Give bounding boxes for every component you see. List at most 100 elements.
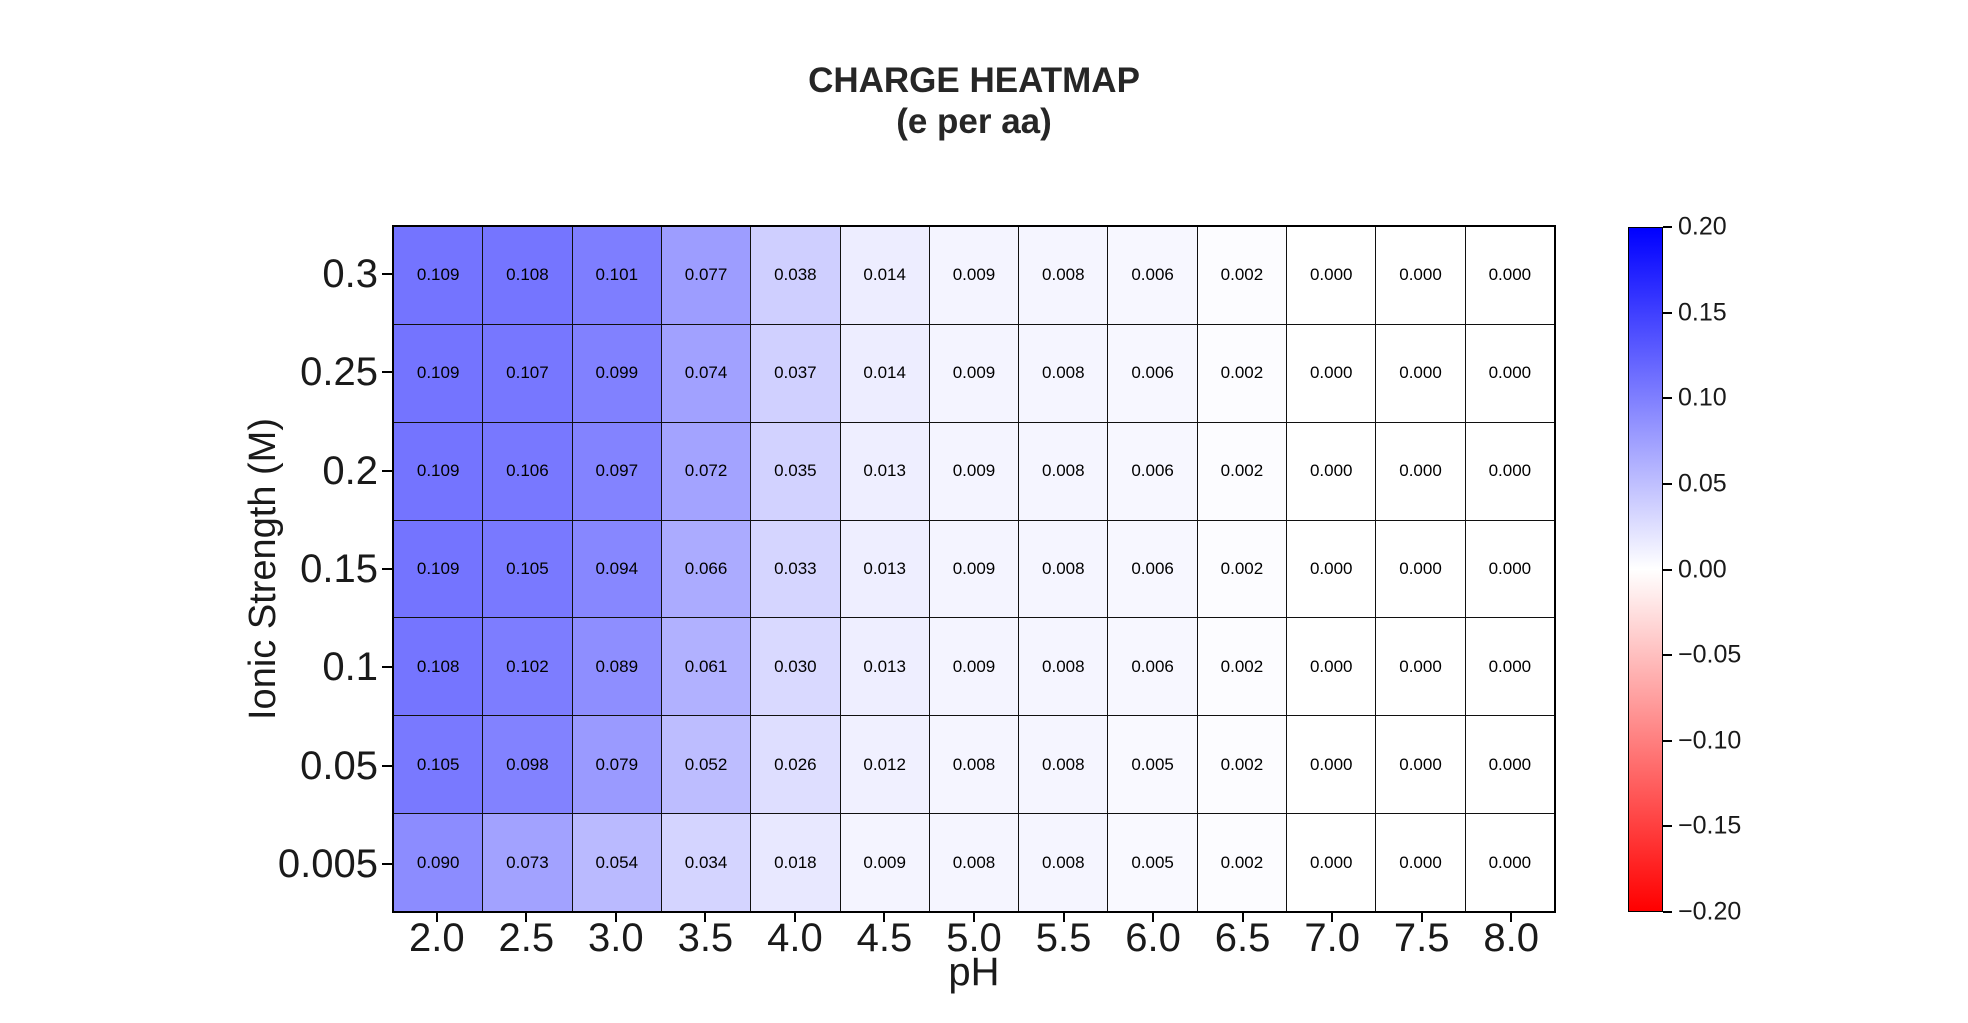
heatmap-cell: 0.009 [929, 618, 1019, 716]
heatmap-cell: 0.006 [1108, 422, 1197, 520]
heatmap-cell: 0.000 [1287, 520, 1376, 618]
heatmap-cell: 0.037 [751, 324, 840, 422]
colorbar-tick-label: −0.15 [1678, 811, 1742, 840]
y-tick-mark [382, 469, 392, 472]
heatmap-cell: 0.000 [1465, 422, 1554, 520]
x-tick-label: 6.0 [1125, 916, 1181, 960]
y-tick-mark [382, 764, 392, 767]
x-tick-mark [793, 913, 796, 922]
y-tick-label: 0.25 [300, 350, 378, 395]
heatmap-cell: 0.000 [1465, 227, 1554, 324]
colorbar-tick-mark [1663, 397, 1672, 400]
colorbar-tick-mark [1663, 568, 1672, 571]
heatmap-cell: 0.094 [572, 520, 661, 618]
x-tick-label: 4.0 [767, 916, 823, 960]
y-tick-label: 0.2 [322, 448, 378, 493]
colorbar-tick-mark [1663, 226, 1672, 228]
heatmap-cell: 0.054 [572, 814, 661, 911]
heatmap-cell: 0.109 [394, 422, 483, 520]
heatmap-cell: 0.006 [1108, 324, 1197, 422]
heatmap-cell: 0.014 [840, 324, 929, 422]
colorbar-tick-label: 0.20 [1678, 212, 1727, 241]
heatmap-cell: 0.008 [929, 716, 1019, 814]
heatmap-cell: 0.098 [483, 716, 572, 814]
x-tick-label: 2.5 [498, 916, 555, 960]
heatmap-cell: 0.008 [1019, 814, 1108, 911]
heatmap-cell: 0.002 [1197, 422, 1287, 520]
y-tick-mark [382, 568, 392, 570]
x-tick-mark [1241, 913, 1244, 922]
heatmap-cell: 0.008 [929, 814, 1019, 911]
y-tick-mark [382, 862, 392, 865]
heatmap-cell: 0.005 [1108, 716, 1197, 814]
heatmap-cell: 0.073 [483, 814, 572, 911]
x-axis-label: pH [948, 950, 1000, 994]
heatmap-cell: 0.008 [1019, 422, 1108, 520]
x-tick-mark [1510, 913, 1513, 922]
heatmap-cell: 0.000 [1376, 716, 1465, 814]
heatmap-cell: 0.000 [1376, 422, 1465, 520]
heatmap-cell: 0.008 [1019, 716, 1108, 814]
heatmap-cell: 0.009 [929, 520, 1019, 618]
heatmap-cell: 0.013 [840, 422, 929, 520]
heatmap-cell: 0.000 [1287, 814, 1376, 911]
colorbar [1628, 227, 1663, 912]
x-tick-mark [704, 913, 707, 922]
chart-title-line1: CHARGE HEATMAP [808, 61, 1140, 100]
heatmap-cell: 0.002 [1197, 618, 1287, 716]
heatmap-cell: 0.052 [661, 716, 751, 814]
heatmap-cell: 0.101 [572, 227, 661, 324]
heatmap-cell: 0.074 [661, 324, 751, 422]
colorbar-tick-label: −0.05 [1678, 640, 1742, 669]
heatmap-cell: 0.026 [751, 716, 840, 814]
heatmap-cell: 0.109 [394, 324, 483, 422]
x-tick-mark [525, 913, 528, 922]
heatmap-cell: 0.006 [1108, 520, 1197, 618]
colorbar-tick-label: 0.15 [1678, 298, 1727, 327]
heatmap-cell: 0.018 [751, 814, 840, 911]
heatmap-grid: 0.109 0.108 0.101 0.077 0.038 0.014 0.009 0.008… [392, 225, 1556, 913]
heatmap-cell: 0.038 [751, 227, 840, 324]
heatmap-cell: 0.013 [840, 520, 929, 618]
y-tick-label: 0.05 [300, 743, 378, 788]
heatmap-cell: 0.077 [661, 227, 751, 324]
heatmap-cell: 0.009 [840, 814, 929, 911]
heatmap-cell: 0.105 [394, 716, 483, 814]
heatmap-cell: 0.109 [394, 227, 483, 324]
heatmap-cell: 0.090 [394, 814, 483, 911]
x-tick-mark [1331, 913, 1334, 922]
heatmap-cell: 0.009 [929, 422, 1019, 520]
heatmap-cell: 0.000 [1376, 520, 1465, 618]
heatmap-cell: 0.008 [1019, 227, 1108, 324]
heatmap-cell: 0.000 [1465, 814, 1554, 911]
y-tick-label: 0.15 [300, 547, 378, 591]
colorbar-tick-label: 0.00 [1678, 555, 1727, 583]
heatmap-cell: 0.006 [1108, 227, 1197, 324]
y-tick-mark [382, 666, 392, 669]
heatmap-cell: 0.006 [1108, 618, 1197, 716]
y-tick-label: 0.3 [322, 252, 378, 297]
heatmap-cell: 0.099 [572, 324, 661, 422]
heatmap-cell: 0.009 [929, 227, 1019, 324]
x-tick-label: 7.0 [1304, 916, 1360, 960]
heatmap-cell: 0.000 [1465, 520, 1554, 618]
heatmap-cell: 0.013 [840, 618, 929, 716]
heatmap-cell: 0.000 [1376, 618, 1465, 716]
heatmap-cell: 0.000 [1376, 324, 1465, 422]
heatmap-cell: 0.061 [661, 618, 751, 716]
heatmap-cell: 0.000 [1465, 618, 1554, 716]
x-tick-mark [614, 913, 617, 922]
x-tick-label: 6.5 [1214, 916, 1271, 960]
heatmap-cell: 0.066 [661, 520, 751, 618]
heatmap-cell: 0.108 [394, 618, 483, 716]
heatmap-cell: 0.000 [1465, 716, 1554, 814]
heatmap-cell: 0.033 [751, 520, 840, 618]
chart-title-line2: (e per aa) [896, 102, 1052, 141]
x-tick-mark [1062, 913, 1065, 922]
heatmap-cell: 0.000 [1287, 716, 1376, 814]
x-tick-label: 2.0 [408, 916, 465, 960]
heatmap-cell: 0.109 [394, 520, 483, 618]
heatmap-cell: 0.000 [1287, 422, 1376, 520]
colorbar-tick-mark [1663, 739, 1672, 742]
